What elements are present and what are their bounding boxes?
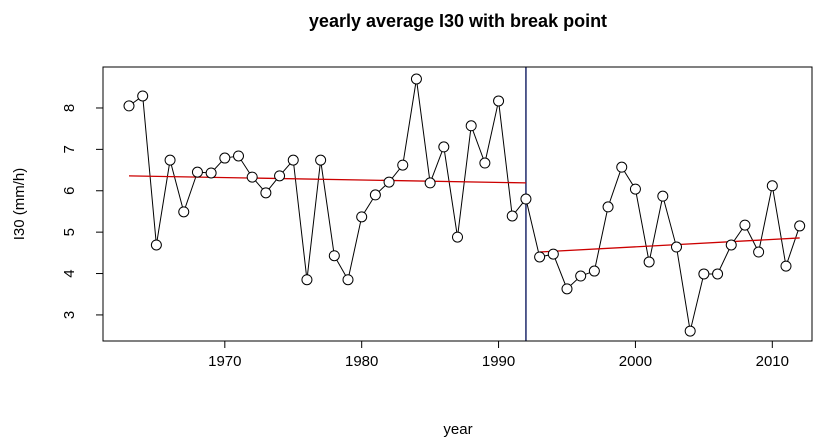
point — [616, 161, 628, 173]
point — [534, 251, 546, 263]
point — [137, 90, 149, 102]
point — [452, 231, 463, 243]
point — [233, 150, 245, 162]
point — [698, 268, 710, 280]
chart-title: yearly average I30 with break point — [309, 11, 607, 31]
point — [287, 154, 299, 166]
point — [794, 220, 806, 232]
point — [780, 260, 792, 272]
point — [301, 274, 313, 286]
point — [369, 189, 381, 201]
point — [191, 166, 203, 178]
point — [410, 73, 422, 85]
point — [246, 171, 258, 183]
y-tick-label: 4 — [61, 269, 78, 277]
y-tick-label: 5 — [61, 228, 78, 236]
point — [397, 159, 409, 171]
y-tick-label: 7 — [61, 145, 78, 153]
point — [424, 177, 436, 189]
point — [520, 193, 532, 205]
x-axis-label: year — [443, 421, 472, 438]
point — [575, 270, 587, 282]
point — [260, 187, 272, 199]
point — [602, 201, 614, 213]
y-axis-label: I30 (mm/h) — [11, 168, 28, 241]
x-tick-label: 1990 — [482, 353, 515, 370]
point — [629, 183, 641, 195]
plot-frame — [102, 66, 813, 342]
point — [150, 239, 162, 251]
x-tick-label: 2000 — [619, 353, 652, 370]
point — [479, 157, 491, 169]
point — [753, 246, 765, 258]
point — [561, 283, 573, 295]
point — [342, 274, 354, 286]
point — [438, 141, 450, 153]
point — [670, 241, 682, 253]
point — [219, 152, 231, 164]
series-line — [128, 78, 801, 332]
x-tick-label: 2010 — [756, 353, 789, 370]
point — [739, 219, 751, 231]
point — [178, 206, 190, 218]
point — [657, 190, 669, 202]
point — [274, 170, 286, 182]
point — [123, 100, 135, 112]
y-tick-label: 6 — [61, 187, 78, 195]
y-tick-label: 8 — [61, 104, 78, 112]
trend-line — [539, 237, 800, 253]
trend-line — [128, 175, 526, 184]
point — [465, 120, 477, 132]
x-tick-label: 1980 — [345, 353, 378, 370]
point — [547, 248, 559, 260]
point — [725, 239, 737, 251]
point — [164, 154, 176, 166]
point — [383, 176, 395, 188]
x-tick-label: 1970 — [208, 353, 241, 370]
point — [328, 250, 340, 262]
point — [205, 167, 217, 179]
point — [588, 265, 600, 277]
point — [356, 211, 368, 223]
point — [506, 210, 518, 222]
point — [643, 256, 655, 268]
point — [315, 154, 327, 166]
point — [684, 325, 696, 337]
y-tick-label: 3 — [61, 311, 78, 319]
point — [493, 95, 505, 107]
point — [766, 180, 778, 192]
point — [712, 268, 724, 280]
